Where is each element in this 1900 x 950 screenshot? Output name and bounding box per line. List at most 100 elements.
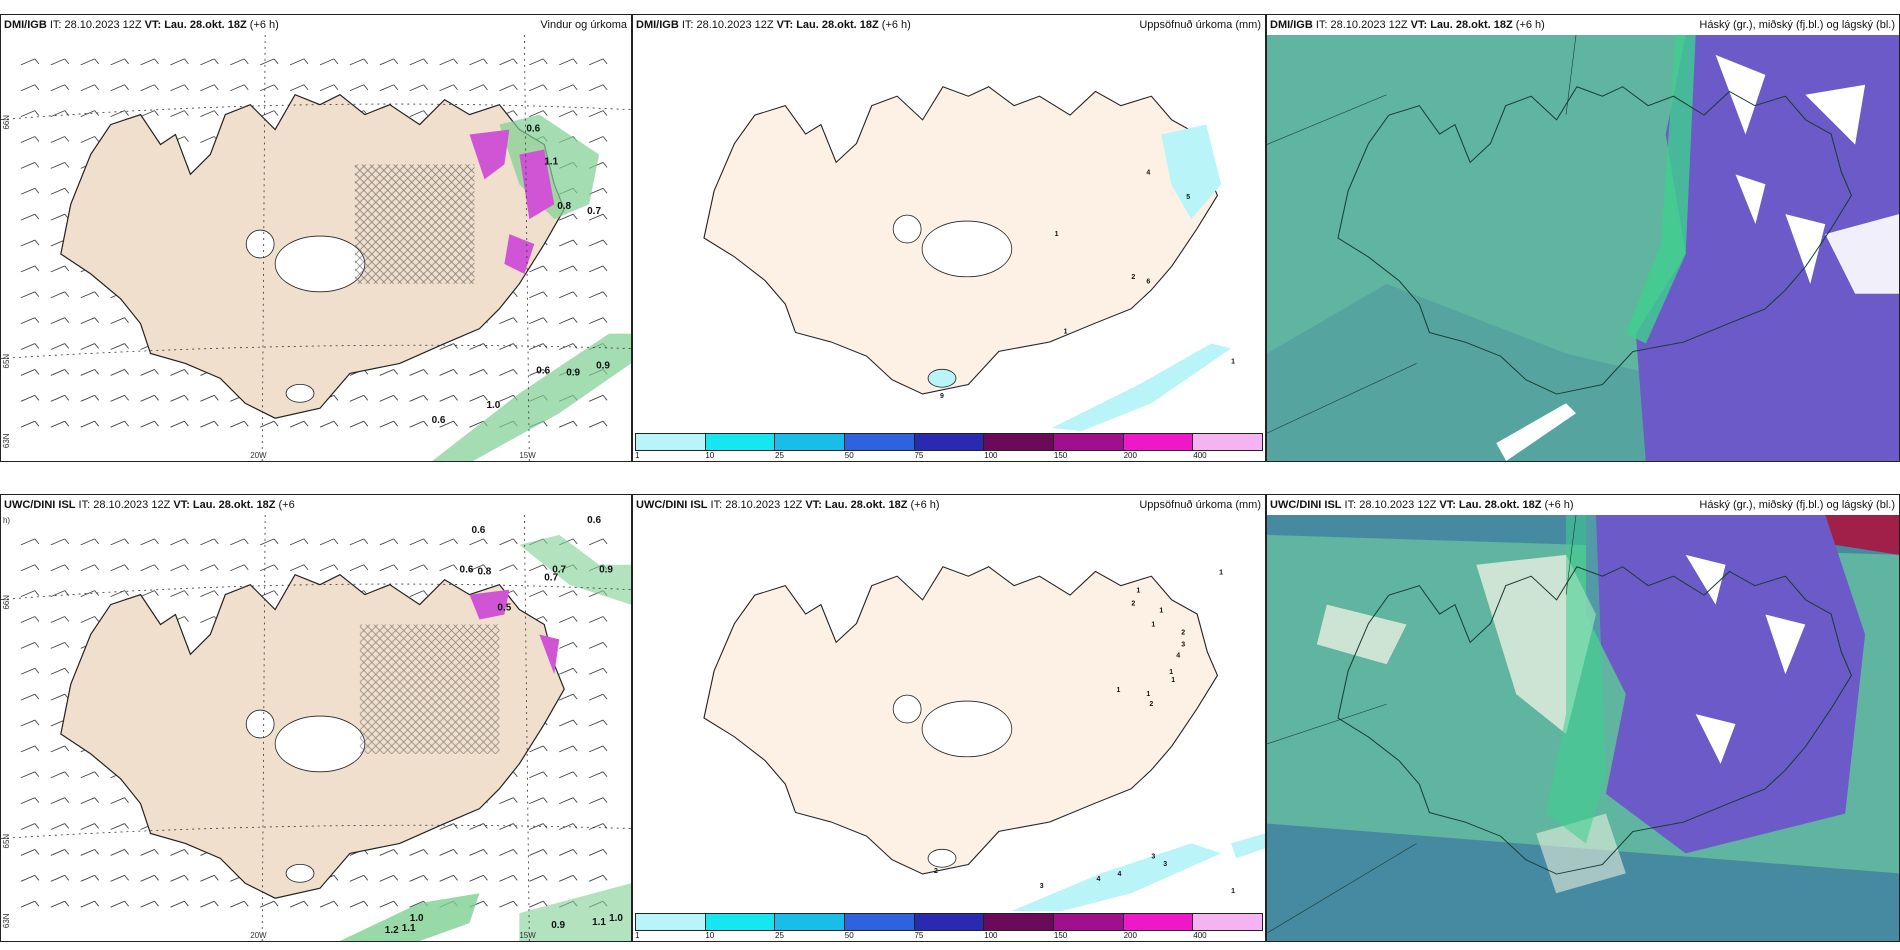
- precip-value: 0.9: [566, 367, 580, 378]
- precip-value: 0.6: [587, 515, 601, 526]
- precip-value: 0.6: [472, 525, 486, 536]
- scale-swatch: [1054, 914, 1124, 930]
- scale-swatch: [705, 914, 776, 930]
- precip-value: 2: [934, 868, 938, 875]
- scale-swatch: [1123, 434, 1194, 450]
- scale-tick: 25: [775, 451, 784, 460]
- valid-time: VT: Lau. 28.okt. 18Z: [776, 19, 879, 31]
- lat-label: 63N: [2, 913, 11, 928]
- model-source: UWC/DINI ISL: [1270, 499, 1342, 511]
- scale-swatch: [845, 914, 915, 930]
- wind-panel-uwc: UWC/DINI ISL IT: 28.10.2023 12Z VT: Lau.…: [0, 494, 632, 942]
- precip-color-scale: 1 10 25 50 75 100 150 200 400: [635, 433, 1263, 460]
- panel-title: Háský (gr.), miðský (fj.bl.) og lágský (…: [1699, 19, 1895, 31]
- scale-tick: 50: [844, 931, 854, 940]
- precip-value: 1: [1136, 588, 1140, 595]
- precip-value: 1.0: [609, 913, 623, 924]
- precip-area: [1011, 843, 1222, 911]
- glacier: [892, 694, 922, 724]
- rain-band: [339, 893, 480, 941]
- precip-value: 4: [1097, 876, 1101, 883]
- scale-swatch: [636, 434, 706, 450]
- panel-title: Uppsöfnuð úrkoma (mm): [1139, 499, 1261, 511]
- snow-area: [539, 634, 560, 675]
- glacier: [927, 848, 957, 868]
- panel-header: UWC/DINI ISL IT: 28.10.2023 12Z VT: Lau.…: [1267, 495, 1899, 515]
- precip-value: 1: [1055, 231, 1059, 238]
- model-source: UWC/DINI ISL: [4, 499, 76, 511]
- init-time: IT: 28.10.2023 12Z: [707, 499, 806, 511]
- precip-area: [1231, 833, 1265, 859]
- glacier: [927, 368, 957, 388]
- lead-time: (+6 h): [878, 19, 911, 31]
- wind-panel-dmi: DMI/IGB IT: 28.10.2023 12Z VT: Lau. 28.o…: [0, 14, 632, 462]
- high-cloud-edge: [1625, 35, 1696, 344]
- precip-value: 0.7: [552, 565, 566, 576]
- lead-time: (+6 h): [246, 19, 279, 31]
- precip-value: 1.2: [385, 925, 399, 936]
- precip-value: 4: [1117, 871, 1121, 878]
- panel-header: DMI/IGB IT: 28.10.2023 12Z VT: Lau. 28.o…: [633, 15, 1265, 35]
- lon-label: 20W: [250, 931, 267, 940]
- snow-area: [469, 589, 510, 620]
- glacier: [245, 709, 275, 739]
- scale-swatch: [984, 434, 1055, 450]
- rain-north: [519, 534, 631, 605]
- cloud-map: [1267, 515, 1899, 941]
- scale-tick: 200: [1123, 451, 1137, 460]
- lat-label: 65N: [2, 834, 11, 849]
- lead-time: (+6 h): [907, 499, 940, 511]
- precip-value: 1: [1231, 888, 1235, 895]
- scale-swatch: [984, 914, 1055, 930]
- valid-time: VT: Lau. 28.okt. 18Z: [173, 499, 276, 511]
- panel-title: Uppsöfnuð úrkoma (mm): [1139, 19, 1261, 31]
- panel-header: UWC/DINI ISL IT: 28.10.2023 12Z VT: Lau.…: [633, 495, 1265, 515]
- rain-northeast: [499, 114, 600, 220]
- valid-time: VT: Lau. 28.okt. 18Z: [805, 499, 908, 511]
- snow-hatch: [359, 624, 500, 754]
- valid-time: VT: Lau. 28.okt. 18Z: [1410, 19, 1513, 31]
- clear-patch: [1825, 214, 1899, 294]
- valid-time: VT: Lau. 28.okt. 18Z: [1439, 499, 1542, 511]
- precip-value: 1: [1159, 608, 1163, 615]
- lon-label: 20W: [250, 451, 267, 460]
- scale-tick: 100: [984, 451, 998, 460]
- model-source: UWC/DINI ISL: [636, 499, 708, 511]
- scale-swatch: [1193, 914, 1263, 930]
- panel-header: UWC/DINI ISL IT: 28.10.2023 12Z VT: Lau.…: [1, 495, 631, 515]
- scale-ticks: 1 10 25 50 75 100 150 200 400: [635, 931, 1263, 941]
- init-time: IT: 28.10.2023 12Z: [1341, 499, 1440, 511]
- scale-tick: 100: [984, 931, 998, 940]
- precip-value: 1: [1231, 358, 1235, 365]
- scale-tick: 50: [844, 451, 854, 460]
- precip-value: 1.0: [486, 400, 500, 411]
- precip-value: 9: [940, 393, 944, 400]
- lat-label: 63N: [2, 433, 11, 448]
- precip-value: 1: [1151, 621, 1155, 628]
- precip-value: 1.0: [410, 913, 424, 924]
- lead-time: (+6 h): [1541, 499, 1574, 511]
- scale-tick: 150: [1053, 451, 1068, 460]
- scale-swatch: [775, 914, 846, 930]
- scale-swatch: [705, 434, 776, 450]
- precip-value: 3: [1163, 861, 1167, 868]
- scale-bar: [635, 433, 1263, 451]
- precip-value: 0.6: [460, 565, 474, 576]
- panel-title: Vindur og úrkoma: [540, 19, 627, 31]
- precip-value: 1.1: [402, 923, 416, 934]
- precip-value: 1.1: [592, 917, 606, 928]
- lat-label: 65N: [2, 354, 11, 369]
- scale-swatch: [1054, 434, 1124, 450]
- precip-value: 1: [1169, 669, 1173, 676]
- precip-area: [1161, 124, 1222, 220]
- lead-time: (+6 h): [1512, 19, 1545, 31]
- lat-label: 66N: [2, 115, 11, 130]
- precip-panel-uwc: UWC/DINI ISL IT: 28.10.2023 12Z VT: Lau.…: [632, 494, 1266, 942]
- precip-value: 4: [1176, 652, 1180, 659]
- scale-tick: 75: [914, 451, 924, 460]
- model-source: DMI/IGB: [1270, 19, 1313, 31]
- glacier: [921, 220, 1013, 278]
- precip-map: 4 5 1 2 6 1 1 9: [633, 35, 1265, 431]
- precip-value: 3: [1181, 641, 1185, 648]
- precip-value: 2: [1131, 274, 1135, 281]
